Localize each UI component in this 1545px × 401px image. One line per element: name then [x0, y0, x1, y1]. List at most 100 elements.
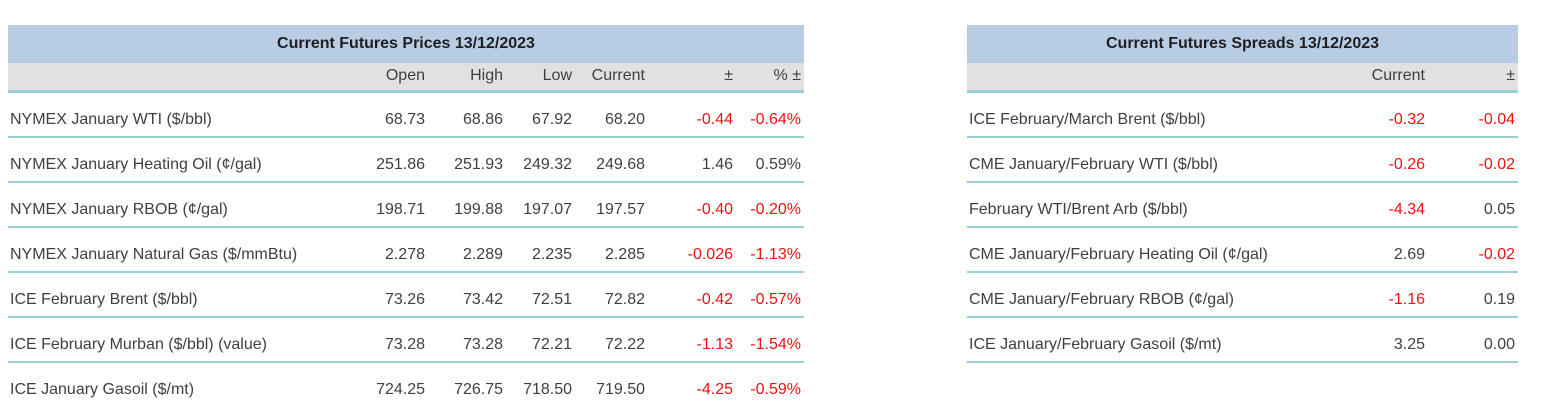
futures-spreads-table: Current Futures Spreads 13/12/2023 Curre… [967, 25, 1519, 363]
column-header-current: Current [1333, 63, 1428, 93]
value-cell: -1.13% [736, 227, 804, 273]
table-row: NYMEX January Natural Gas ($/mmBtu) 2.278… [8, 227, 804, 273]
value-cell: -0.026 [648, 227, 736, 273]
value-cell: 199.88 [428, 182, 506, 228]
value-cell: -0.04 [1428, 91, 1519, 138]
table-row: ICE February/March Brent ($/bbl) -0.32 -0.… [967, 91, 1519, 138]
value-cell: 73.28 [428, 317, 506, 363]
spreads-table-body: ICE February/March Brent ($/bbl) -0.32 -0.… [967, 91, 1519, 363]
value-cell: 68.73 [348, 91, 428, 138]
value-cell: 0.19 [1428, 272, 1519, 318]
value-cell: 197.07 [506, 182, 575, 228]
value-cell: 726.75 [428, 362, 506, 401]
row-label-cell: ICE February Brent ($/bbl) [8, 272, 348, 318]
value-cell: -0.59% [736, 362, 804, 401]
prices-table-title: Current Futures Prices 13/12/2023 [8, 25, 804, 63]
value-cell: -1.16 [1333, 272, 1428, 318]
value-cell: -0.20% [736, 182, 804, 228]
value-cell: 0.05 [1428, 182, 1519, 228]
row-label-cell: NYMEX January Natural Gas ($/mmBtu) [8, 227, 348, 273]
value-cell: 198.71 [348, 182, 428, 228]
value-cell: 72.82 [575, 272, 648, 318]
value-cell: 67.92 [506, 91, 575, 138]
value-cell: -0.32 [1333, 91, 1428, 138]
value-cell: 251.93 [428, 137, 506, 183]
column-header-blank [8, 63, 348, 93]
value-cell: 718.50 [506, 362, 575, 401]
row-label-cell: CME January/February WTI ($/bbl) [967, 137, 1333, 183]
row-label-cell: NYMEX January WTI ($/bbl) [8, 91, 348, 138]
value-cell: -1.13 [648, 317, 736, 363]
table-row: CME January/February RBOB (¢/gal) -1.16 0.… [967, 272, 1519, 318]
value-cell: -0.02 [1428, 137, 1519, 183]
column-header-change: ± [648, 63, 736, 93]
value-cell: 2.69 [1333, 227, 1428, 273]
table-row: ICE February Brent ($/bbl) 73.26 73.42 72.5… [8, 272, 804, 318]
value-cell: 72.51 [506, 272, 575, 318]
row-label-cell: ICE February/March Brent ($/bbl) [967, 91, 1333, 138]
value-cell: 2.289 [428, 227, 506, 273]
value-cell: -0.64% [736, 91, 804, 138]
value-cell: 0.59% [736, 137, 804, 183]
value-cell: -0.44 [648, 91, 736, 138]
column-header-row: Open High Low Current ± % ± [8, 63, 804, 93]
table-title-row: Current Futures Prices 13/12/2023 [8, 25, 804, 63]
value-cell: -0.42 [648, 272, 736, 318]
value-cell: 249.68 [575, 137, 648, 183]
value-cell: 68.86 [428, 91, 506, 138]
table-row: February WTI/Brent Arb ($/bbl) -4.34 0.05 [967, 182, 1519, 228]
column-header-high: High [428, 63, 506, 93]
value-cell: 0.00 [1428, 317, 1519, 363]
column-header-row: Current ± [967, 63, 1519, 93]
value-cell: -0.02 [1428, 227, 1519, 273]
value-cell: 72.22 [575, 317, 648, 363]
prices-table-body: NYMEX January WTI ($/bbl) 68.73 68.86 67.92… [8, 91, 804, 401]
table-row: ICE January/February Gasoil ($/mt) 3.25 0.… [967, 317, 1519, 363]
value-cell: -0.40 [648, 182, 736, 228]
table-row: CME January/February Heating Oil (¢/gal)… [967, 227, 1519, 273]
row-label-cell: ICE February Murban ($/bbl) (value) [8, 317, 348, 363]
row-label-cell: CME January/February RBOB (¢/gal) [967, 272, 1333, 318]
row-label-cell: NYMEX January Heating Oil (¢/gal) [8, 137, 348, 183]
column-header-current: Current [575, 63, 648, 93]
table-row: ICE January Gasoil ($/mt) 724.25 726.75 718… [8, 362, 804, 401]
column-header-blank [967, 63, 1333, 93]
value-cell: 73.26 [348, 272, 428, 318]
value-cell: 249.32 [506, 137, 575, 183]
value-cell: -4.34 [1333, 182, 1428, 228]
value-cell: 1.46 [648, 137, 736, 183]
row-label-cell: NYMEX January RBOB (¢/gal) [8, 182, 348, 228]
value-cell: -0.26 [1333, 137, 1428, 183]
value-cell: 73.28 [348, 317, 428, 363]
row-label-cell: February WTI/Brent Arb ($/bbl) [967, 182, 1333, 228]
column-header-pct-change: % ± [736, 63, 804, 93]
table-row: ICE February Murban ($/bbl) (value) 73.28… [8, 317, 804, 363]
table-row: CME January/February WTI ($/bbl) -0.26 -0.… [967, 137, 1519, 183]
table-title-row: Current Futures Spreads 13/12/2023 [967, 25, 1519, 63]
value-cell: 3.25 [1333, 317, 1428, 363]
value-cell: -1.54% [736, 317, 804, 363]
row-label-cell: ICE January/February Gasoil ($/mt) [967, 317, 1333, 363]
value-cell: 197.57 [575, 182, 648, 228]
table-row: NYMEX January WTI ($/bbl) 68.73 68.86 67.92… [8, 91, 804, 138]
spreads-table-title: Current Futures Spreads 13/12/2023 [967, 25, 1519, 63]
table-row: NYMEX January RBOB (¢/gal) 198.71 199.88 19… [8, 182, 804, 228]
column-header-low: Low [506, 63, 575, 93]
value-cell: -4.25 [648, 362, 736, 401]
table-row: NYMEX January Heating Oil (¢/gal) 251.86 2… [8, 137, 804, 183]
value-cell: 719.50 [575, 362, 648, 401]
value-cell: 251.86 [348, 137, 428, 183]
row-label-cell: CME January/February Heating Oil (¢/gal) [967, 227, 1333, 273]
value-cell: 724.25 [348, 362, 428, 401]
value-cell: 2.235 [506, 227, 575, 273]
value-cell: 72.21 [506, 317, 575, 363]
column-header-change: ± [1428, 63, 1519, 93]
column-header-open: Open [348, 63, 428, 93]
value-cell: 68.20 [575, 91, 648, 138]
row-label-cell: ICE January Gasoil ($/mt) [8, 362, 348, 401]
value-cell: -0.57% [736, 272, 804, 318]
value-cell: 2.278 [348, 227, 428, 273]
value-cell: 2.285 [575, 227, 648, 273]
value-cell: 73.42 [428, 272, 506, 318]
